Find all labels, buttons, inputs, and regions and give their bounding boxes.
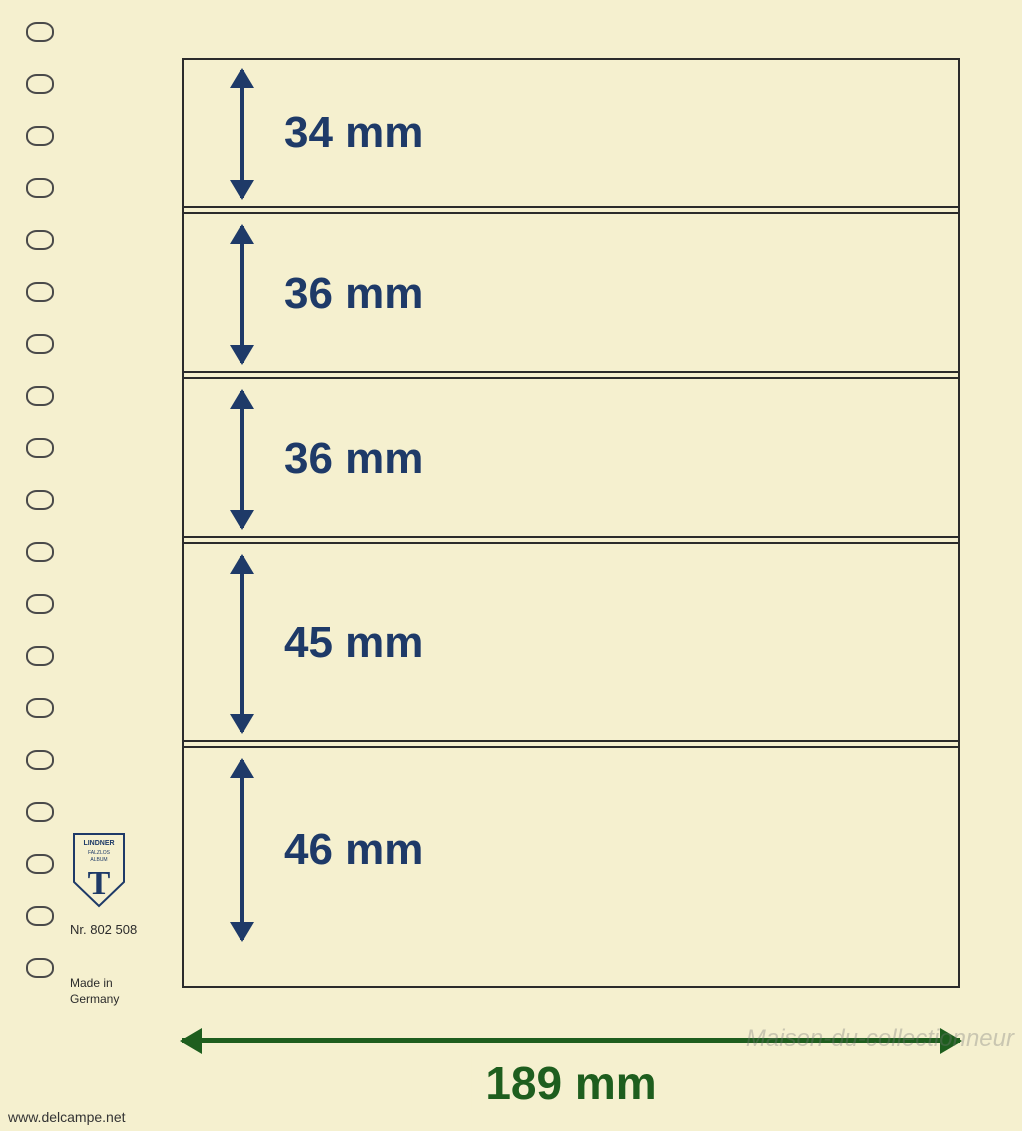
height-arrow [240,70,244,198]
binder-hole [26,542,54,562]
binder-hole [26,230,54,250]
binder-hole [26,490,54,510]
brand-sub-2: ALBUM [90,857,107,863]
brand-logo: LINDNER FALZLOS ALBUM T [72,832,126,910]
binder-hole [26,282,54,302]
strip-row: 34 mm [184,60,958,208]
strip-row: 36 mm [184,216,958,373]
height-arrow [240,226,244,363]
binder-hole [26,22,54,42]
binder-hole [26,126,54,146]
main-frame: 34 mm 36 mm 36 mm 45 mm 46 mm [182,58,960,988]
binder-hole [26,802,54,822]
height-arrow [240,391,244,528]
brand-name: LINDNER [83,840,114,847]
made-in-label: Made in Germany [70,976,119,1007]
binder-hole [26,958,54,978]
binder-hole [26,74,54,94]
binder-hole [26,438,54,458]
height-arrow [240,556,244,732]
strip-height-label: 36 mm [284,434,423,484]
strip-row: 45 mm [184,546,958,742]
brand-letter: T [88,865,111,902]
binder-hole [26,854,54,874]
binder-holes [26,22,54,978]
binder-hole [26,386,54,406]
strip-height-label: 36 mm [284,269,423,319]
strip-height-label: 46 mm [284,825,423,875]
strip-height-label: 45 mm [284,618,423,668]
footer-link: www.delcampe.net [8,1109,126,1125]
binder-hole [26,750,54,770]
brand-sub-1: FALZLOS [88,850,111,856]
strip-row: 36 mm [184,381,958,538]
binder-hole [26,178,54,198]
binder-hole [26,906,54,926]
binder-hole [26,646,54,666]
strip-height-label: 34 mm [284,108,423,158]
product-number: Nr. 802 508 [70,922,137,937]
binder-hole [26,594,54,614]
watermark: Maison-du-collectionneur [746,1025,1014,1053]
strip-row: 46 mm [184,750,958,950]
width-label: 189 mm [471,1056,670,1110]
album-page: 34 mm 36 mm 36 mm 45 mm 46 mm 189 mm LINDNER… [0,0,1022,1131]
binder-hole [26,698,54,718]
binder-hole [26,334,54,354]
height-arrow [240,760,244,940]
